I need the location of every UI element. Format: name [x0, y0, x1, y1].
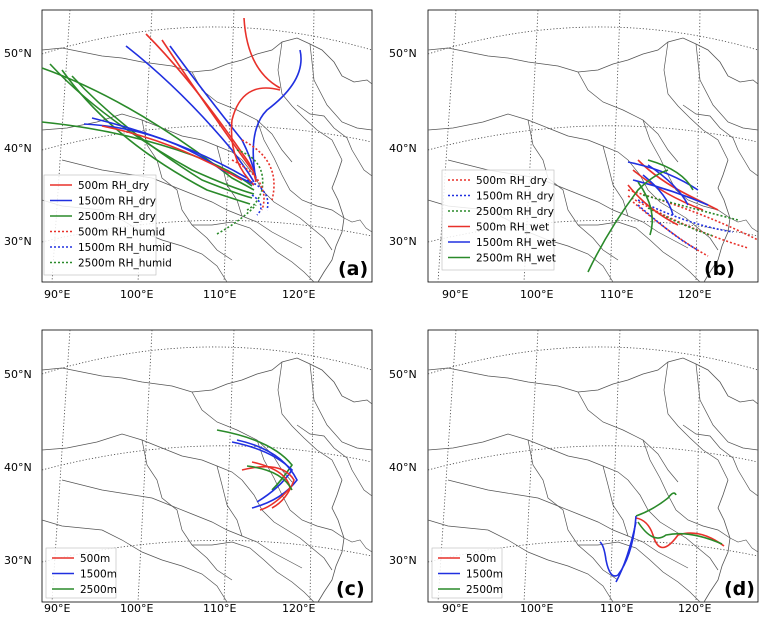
legend-entry: 2500m RH_humid — [78, 258, 172, 270]
lat-label: 50°N — [4, 47, 32, 60]
legend-entry: 500m RH_dry — [476, 175, 547, 187]
panel-b-legend — [441, 169, 555, 271]
lon-label: 100°E — [520, 288, 553, 301]
panel-c-legend-items: 500m 1500m 2500m — [52, 553, 117, 596]
panel-b-legend-items: 500m RH_dry 1500m RH_dry 2500m RH_dry 500m … — [448, 175, 556, 265]
tick-labels: 50°N 40°N 30°N 90°E 100°E 110°E 120°E 50… — [4, 47, 711, 615]
lon-label: 90°E — [442, 288, 468, 301]
lat-label: 30°N — [389, 235, 417, 248]
legend-entry: 1500m — [466, 569, 503, 581]
panel-d-legend-items: 500m 1500m 2500m — [438, 553, 503, 596]
lat-label: 30°N — [4, 554, 32, 567]
lon-label: 110°E — [203, 602, 236, 615]
lon-label: 100°E — [120, 602, 153, 615]
panel-a-legend-items: 500m RH_dry 1500m RH_dry 2500m RH_dry 500m … — [50, 180, 172, 270]
panel-a-trajectories — [41, 17, 302, 235]
lon-label: 110°E — [203, 288, 236, 301]
panel-c: 500m 1500m 2500m (c) — [41, 329, 373, 603]
legend-entry: 1500m RH_wet — [476, 237, 556, 249]
lon-label: 100°E — [120, 288, 153, 301]
legend-entry: 500m RH_dry — [78, 180, 149, 192]
legend-entry: 1500m RH_dry — [476, 191, 554, 203]
panel-d: 500m 1500m 2500m (d) — [427, 329, 759, 603]
legend-entry: 2500m RH_dry — [78, 211, 156, 223]
panel-b-trajectories — [587, 159, 759, 273]
legend-entry: 2500m RH_wet — [476, 253, 556, 265]
lon-label: 90°E — [44, 288, 70, 301]
panel-a-legend — [43, 174, 157, 276]
panel-d-trajectories — [599, 492, 725, 583]
panel-c-label: (c) — [336, 578, 365, 600]
legend-entry: 2500m — [466, 584, 503, 596]
panel-d-label: (d) — [724, 578, 755, 600]
lon-label: 110°E — [600, 602, 633, 615]
lat-label: 50°N — [4, 368, 32, 381]
legend-entry: 2500m RH_dry — [476, 206, 554, 218]
legend-entry: 500m RH_wet — [476, 222, 549, 234]
panel-c-trajectories — [216, 429, 298, 511]
panel-b-label: (b) — [704, 258, 735, 280]
lat-label: 30°N — [389, 554, 417, 567]
legend-entry: 1500m RH_humid — [78, 242, 172, 254]
lon-label: 120°E — [282, 602, 315, 615]
lon-label: 110°E — [600, 288, 633, 301]
lat-label: 40°N — [4, 461, 32, 474]
panel-a-label: (a) — [338, 258, 368, 280]
lat-label: 40°N — [389, 142, 417, 155]
lon-label: 120°E — [282, 288, 315, 301]
panel-b: 500m RH_dry 1500m RH_dry 2500m RH_dry 500m … — [427, 9, 759, 283]
lat-label: 30°N — [4, 235, 32, 248]
lon-label: 90°E — [44, 602, 70, 615]
legend-entry: 500m — [466, 553, 496, 565]
legend-entry: 1500m — [80, 569, 117, 581]
lon-label: 90°E — [442, 602, 468, 615]
legend-entry: 1500m RH_dry — [78, 196, 156, 208]
lon-label: 100°E — [520, 602, 553, 615]
lon-label: 120°E — [678, 288, 711, 301]
lat-label: 50°N — [389, 47, 417, 60]
lat-label: 50°N — [389, 368, 417, 381]
lon-label: 120°E — [678, 602, 711, 615]
legend-entry: 500m — [80, 553, 110, 565]
legend-entry: 500m RH_humid — [78, 227, 165, 239]
panel-a: 500m RH_dry 1500m RH_dry 2500m RH_dry 500m … — [41, 9, 373, 283]
lat-label: 40°N — [4, 142, 32, 155]
legend-entry: 2500m — [80, 584, 117, 596]
lat-label: 40°N — [389, 461, 417, 474]
